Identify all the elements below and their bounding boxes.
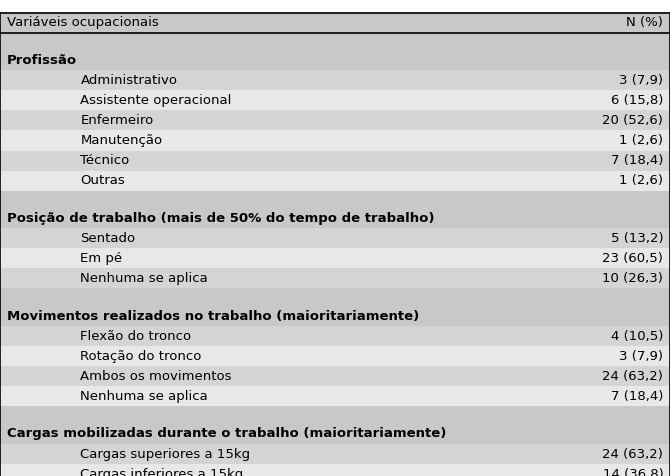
FancyBboxPatch shape — [0, 268, 670, 288]
Text: N (%): N (%) — [626, 16, 663, 29]
Text: 4 (10,5): 4 (10,5) — [611, 330, 663, 343]
Text: 1 (2,6): 1 (2,6) — [619, 134, 663, 147]
Text: Em pé: Em pé — [80, 252, 123, 265]
Text: Assistente operacional: Assistente operacional — [80, 94, 232, 107]
Text: 7 (18,4): 7 (18,4) — [611, 154, 663, 167]
Text: 3 (7,9): 3 (7,9) — [619, 350, 663, 363]
Text: Flexão do tronco: Flexão do tronco — [80, 330, 192, 343]
FancyBboxPatch shape — [0, 33, 670, 50]
FancyBboxPatch shape — [0, 208, 670, 228]
FancyBboxPatch shape — [0, 464, 670, 476]
Text: Cargas inferiores a 15kg: Cargas inferiores a 15kg — [80, 467, 244, 476]
Text: Técnico: Técnico — [80, 154, 130, 167]
Text: Enfermeiro: Enfermeiro — [80, 114, 153, 127]
Text: Variáveis ocupacionais: Variáveis ocupacionais — [7, 16, 158, 29]
FancyBboxPatch shape — [0, 387, 670, 407]
Text: 10 (26,3): 10 (26,3) — [602, 272, 663, 285]
Text: Cargas mobilizadas durante o trabalho (maioritariamente): Cargas mobilizadas durante o trabalho (m… — [7, 427, 446, 440]
FancyBboxPatch shape — [0, 70, 670, 90]
FancyBboxPatch shape — [0, 110, 670, 130]
FancyBboxPatch shape — [0, 346, 670, 366]
FancyBboxPatch shape — [0, 306, 670, 326]
FancyBboxPatch shape — [0, 191, 670, 208]
Text: Sentado: Sentado — [80, 232, 135, 245]
FancyBboxPatch shape — [0, 424, 670, 444]
Text: 14 (36,8): 14 (36,8) — [602, 467, 663, 476]
Text: 6 (15,8): 6 (15,8) — [611, 94, 663, 107]
FancyBboxPatch shape — [0, 248, 670, 268]
Text: 3 (7,9): 3 (7,9) — [619, 74, 663, 87]
FancyBboxPatch shape — [0, 150, 670, 170]
FancyBboxPatch shape — [0, 444, 670, 464]
Text: 1 (2,6): 1 (2,6) — [619, 174, 663, 187]
FancyBboxPatch shape — [0, 90, 670, 110]
FancyBboxPatch shape — [0, 366, 670, 387]
Text: Manutenção: Manutenção — [80, 134, 163, 147]
FancyBboxPatch shape — [0, 288, 670, 306]
Text: Movimentos realizados no trabalho (maioritariamente): Movimentos realizados no trabalho (maior… — [7, 309, 419, 323]
FancyBboxPatch shape — [0, 12, 670, 33]
Text: 7 (18,4): 7 (18,4) — [611, 390, 663, 403]
Text: Nenhuma se aplica: Nenhuma se aplica — [80, 390, 208, 403]
Text: 20 (52,6): 20 (52,6) — [602, 114, 663, 127]
Text: Profissão: Profissão — [7, 54, 77, 67]
Text: Rotação do tronco: Rotação do tronco — [80, 350, 202, 363]
FancyBboxPatch shape — [0, 130, 670, 150]
FancyBboxPatch shape — [0, 170, 670, 191]
Text: Ambos os movimentos: Ambos os movimentos — [80, 370, 232, 383]
Text: Outras: Outras — [80, 174, 125, 187]
Text: 24 (63,2): 24 (63,2) — [602, 370, 663, 383]
FancyBboxPatch shape — [0, 326, 670, 346]
Text: Posição de trabalho (mais de 50% do tempo de trabalho): Posição de trabalho (mais de 50% do temp… — [7, 212, 434, 225]
FancyBboxPatch shape — [0, 50, 670, 70]
Text: Cargas superiores a 15kg: Cargas superiores a 15kg — [80, 447, 251, 461]
Text: 5 (13,2): 5 (13,2) — [610, 232, 663, 245]
Text: Administrativo: Administrativo — [80, 74, 178, 87]
Text: 24 (63,2): 24 (63,2) — [602, 447, 663, 461]
FancyBboxPatch shape — [0, 407, 670, 424]
Text: 23 (60,5): 23 (60,5) — [602, 252, 663, 265]
FancyBboxPatch shape — [0, 228, 670, 248]
Text: Nenhuma se aplica: Nenhuma se aplica — [80, 272, 208, 285]
